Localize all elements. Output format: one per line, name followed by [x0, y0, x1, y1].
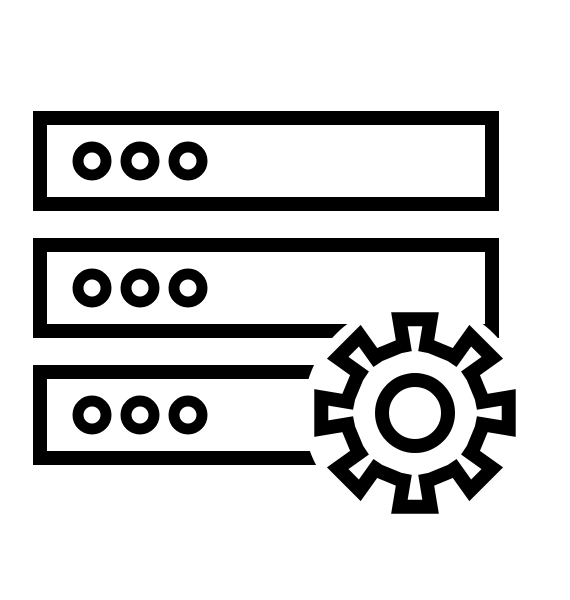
server-led-icon	[174, 147, 202, 175]
server-led-icon	[174, 401, 202, 429]
gear-outline	[321, 319, 508, 506]
server-led-icon	[126, 147, 154, 175]
server-unit-0	[40, 118, 492, 204]
server-settings-icon	[0, 0, 570, 600]
server-led-icon	[126, 274, 154, 302]
server-led-icon	[174, 274, 202, 302]
server-led-icon	[78, 147, 106, 175]
server-led-icon	[126, 401, 154, 429]
gear-icon	[321, 319, 508, 506]
icon-canvas	[0, 0, 570, 600]
server-led-icon	[78, 274, 106, 302]
server-led-icon	[78, 401, 106, 429]
